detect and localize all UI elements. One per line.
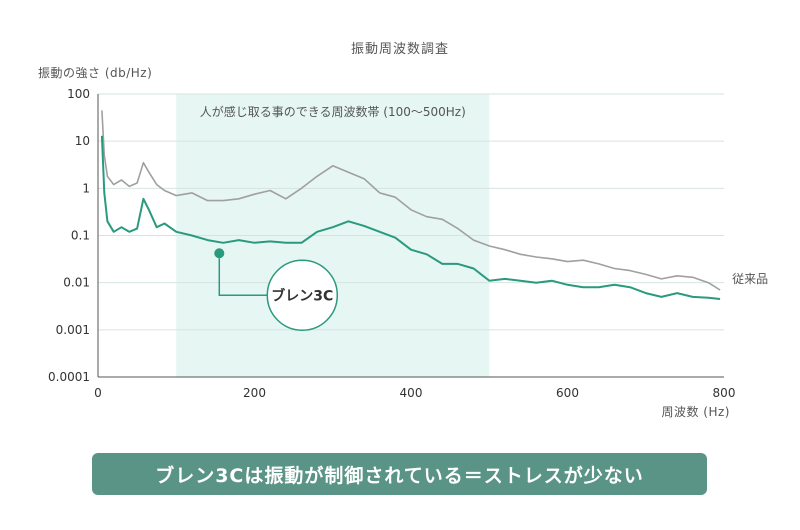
callout-circle [266, 259, 339, 332]
summary-banner: ブレン3Cは振動が制御されている＝ストレスが少ない [92, 453, 707, 495]
callout-leader [218, 258, 268, 297]
series-line-2 [100, 135, 721, 300]
x-tick-label: 600 [556, 386, 579, 400]
y-tick-label: 10 [75, 134, 90, 148]
y-tick-label: 0.0001 [48, 370, 90, 384]
x-tick-label: 800 [713, 386, 736, 400]
callout-dot [214, 248, 225, 259]
y-tick-label: 0.001 [56, 323, 90, 337]
chart-title: 振動周波数調査 [350, 42, 449, 57]
x-tick-label: 400 [400, 386, 423, 400]
y-tick-label: 0.01 [63, 276, 90, 290]
y-tick-label: 0.1 [71, 229, 90, 243]
x-tick-label: 0 [94, 386, 102, 400]
y-axis-label: 振動の強さ (db/Hz) [38, 66, 153, 80]
x-tick-label: 200 [243, 386, 266, 400]
x-axis-label: 周波数 (Hz) [661, 405, 730, 419]
y-tick-label: 1 [82, 181, 90, 195]
series-label-conventional: 従来品 [732, 272, 768, 286]
highlight-band-label: 人が感じ取る事のできる周波数帯 (100〜500Hz) [200, 104, 466, 119]
y-tick-label: 100 [67, 87, 90, 101]
series-line-1 [101, 110, 721, 291]
callout-label: ブレン3C [271, 287, 333, 304]
